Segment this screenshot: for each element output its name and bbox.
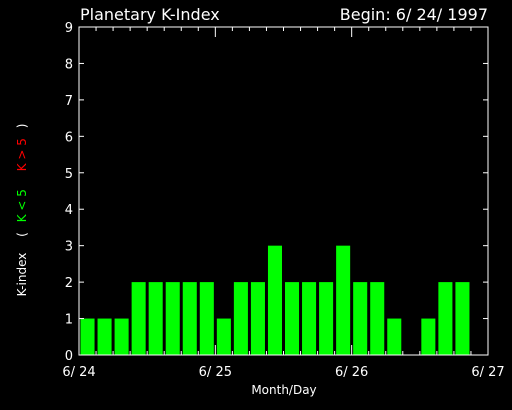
y-tick-label: 4: [65, 203, 73, 218]
y-axis-label-close-paren: ): [15, 124, 29, 129]
y-tick-label: 7: [65, 94, 73, 109]
kp-bar: [353, 282, 368, 355]
y-axis-label: K-index ( K < 5 K > 5 ): [15, 124, 29, 297]
kp-bar: [267, 245, 282, 355]
y-axis-label-low: K < 5: [15, 189, 29, 222]
y-tick-label: 9: [65, 21, 73, 36]
y-axis-label-open-paren: (: [15, 232, 29, 237]
kp-bar: [302, 282, 317, 355]
x-tick-label: 6/ 26: [335, 365, 368, 380]
kp-bar: [336, 245, 351, 355]
kp-bar: [97, 318, 112, 355]
kp-bar: [421, 318, 436, 355]
chart-subtitle: Begin: 6/ 24/ 1997: [340, 5, 488, 24]
kp-bar: [250, 282, 265, 355]
y-tick-label: 6: [65, 130, 73, 145]
x-tick-label: 6/ 25: [199, 365, 232, 380]
x-tick-group: 6/ 24 6/ 25 6/ 26 6/ 27: [62, 27, 505, 380]
y-tick-label: 8: [65, 57, 73, 72]
kp-bar: [285, 282, 300, 355]
y-axis-label-main: K-index: [15, 253, 29, 297]
bar-group: [80, 245, 470, 355]
y-axis-label-high: K > 5: [15, 138, 29, 171]
kp-bar: [199, 282, 214, 355]
kp-bar: [114, 318, 129, 355]
x-axis-label: Month/Day: [251, 383, 316, 397]
y-tick-label: 5: [65, 167, 73, 182]
kp-bar: [80, 318, 95, 355]
kp-bar: [131, 282, 146, 355]
x-tick-label: 6/ 27: [471, 365, 504, 380]
kp-bar: [182, 282, 197, 355]
y-tick-label: 0: [65, 349, 73, 364]
kp-bar: [438, 282, 453, 355]
kp-bar: [216, 318, 231, 355]
kp-bar: [319, 282, 334, 355]
kp-bar: [387, 318, 402, 355]
kp-bar: [370, 282, 385, 355]
y-tick-label: 1: [65, 313, 73, 328]
y-tick-label: 2: [65, 276, 73, 291]
x-tick-label: 6/ 24: [62, 365, 95, 380]
kp-bar: [165, 282, 180, 355]
y-tick-group: 0 1 2 3 4 5 6 7 8 9: [65, 21, 488, 364]
kp-bar: [148, 282, 163, 355]
chart-title: Planetary K-Index: [80, 5, 220, 24]
kp-bar: [455, 282, 470, 355]
kp-bar: [233, 282, 248, 355]
y-tick-label: 3: [65, 240, 73, 255]
